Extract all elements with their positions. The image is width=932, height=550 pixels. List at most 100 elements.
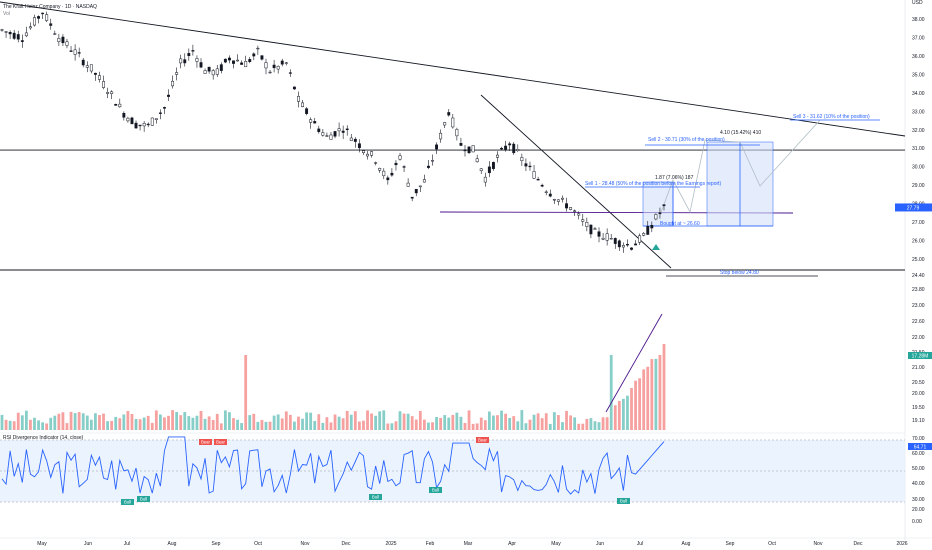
lower-scale-label: 21.00 [912,365,925,371]
sell1-label: Sell 1 - 28.48 (50% of the position befo… [585,181,722,187]
lower-scale-label: 23.80 [912,287,925,293]
volume-bar [617,400,621,430]
volume-bar [69,411,73,430]
lower-scale-label: 40.00 [912,481,925,487]
candle-body [28,26,32,29]
volume-bar [467,410,471,430]
time-axis-label: Jul [637,541,643,547]
candle-body [398,155,402,160]
volume-bar [33,417,36,430]
volume-bar [171,410,174,430]
candle-body [382,170,386,177]
volume-bar [195,415,199,430]
volume-bar [569,415,572,430]
candle-body [475,158,479,163]
candle-body [244,60,248,68]
candle-body [337,128,341,132]
volume-bar [191,417,195,430]
candle-body [248,59,252,62]
candle-body [288,72,292,74]
candle-body [81,59,85,66]
volume-bar [244,355,248,430]
candle-body [110,91,114,94]
lower-scale-label: 20.00 [912,391,925,397]
candle-body [569,207,573,210]
candle-body [548,193,552,197]
volume-bar [630,388,633,430]
candle-body [89,64,93,72]
rsi-signal-label: Bull [620,498,627,503]
volume-bar [613,405,617,430]
candle-body [252,53,256,57]
volume-bar [4,419,8,430]
volume-bar [130,413,134,430]
volume-bar [158,414,162,430]
volume-bar [228,412,231,430]
volume-bar [45,423,49,430]
volume-bar [134,419,138,430]
volume-bar [29,419,32,430]
candle-body [431,160,434,162]
candle-body [459,143,463,146]
candle-body [341,130,345,133]
candle-body [552,199,556,201]
volume-bar [431,422,434,430]
candle-body [12,32,16,39]
candle-body [4,31,8,33]
volume-bar [500,410,503,430]
volume-bar [524,423,528,430]
volume-bar [605,417,609,430]
candle-body [61,36,65,44]
candle-body [321,132,325,136]
volume-bar [301,418,304,430]
volume-bar [496,415,499,430]
candle-body [93,72,97,75]
volume-bar [252,413,256,430]
candle-body [150,117,154,126]
candle-body [154,118,158,121]
volume-bar [662,343,666,430]
candle-body [374,162,378,164]
volume-bar [463,423,467,430]
volume-bar [175,412,179,430]
volume-bar [12,421,16,430]
volume-bar [280,418,284,430]
candle-body [8,32,12,35]
candle-body [439,132,443,140]
volume-bar [508,418,512,430]
volume-bar [179,415,183,430]
price-tick-label: 34.00 [912,91,925,97]
volume-bar [422,419,426,430]
candle-body [305,108,309,114]
candle-body [443,122,447,126]
candle-body [512,143,516,154]
candle-body [496,154,499,158]
time-axis-label: May [551,541,561,547]
candle-body [98,75,101,80]
candle-body [118,103,122,108]
volume-bar [443,415,447,430]
candle-body [114,103,118,106]
volume-bar [57,413,61,430]
candle-body [366,153,369,157]
volume-bar [532,414,536,430]
time-axis-label: Aug [168,541,177,547]
volume-bar [621,398,625,430]
candle-body [187,53,191,56]
candle-body [625,244,629,246]
price-tick-label: 33.00 [912,109,925,115]
candle-body [292,86,296,90]
price-tick-label: 37.00 [912,36,925,42]
volume-bar [609,355,613,430]
price-tick-label: 38.00 [912,17,925,23]
lower-scale-label: 24.40 [912,273,925,279]
volume-bar [333,414,337,430]
volume-bar [49,417,53,430]
volume-bar [548,423,552,430]
volume-bar [573,417,577,430]
candle-body [130,117,134,125]
volume-bar [313,420,317,430]
chart-title: The Kraft Heinz Company · 1D · NASDAQ [3,4,97,10]
